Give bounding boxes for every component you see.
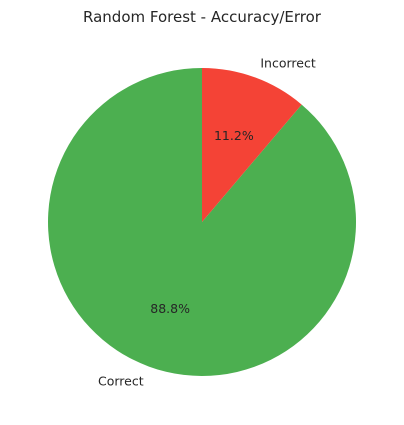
pie-labels: Correct 88.8% Incorrect 11.2% [98, 55, 316, 388]
pie-slice-incorrect [202, 68, 302, 222]
slice-label-correct: Correct [98, 374, 144, 389]
slice-percent-correct: 88.8% [150, 301, 190, 316]
slice-percent-incorrect: 11.2% [214, 128, 254, 143]
pie-slice-correct [48, 68, 357, 376]
pie-slices [48, 68, 357, 376]
chart-title: Random Forest - Accuracy/Error [83, 8, 322, 26]
slice-label-incorrect: Incorrect [260, 55, 315, 70]
